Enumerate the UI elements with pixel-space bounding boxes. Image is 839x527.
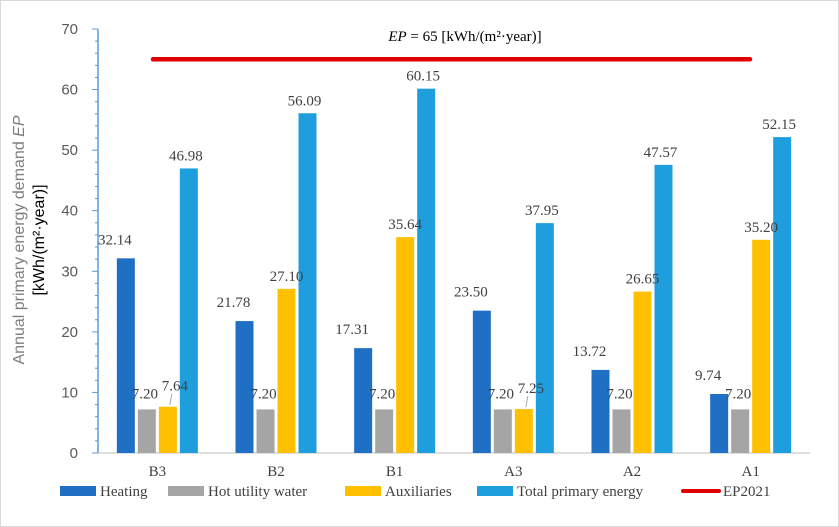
bar-heating xyxy=(710,394,729,453)
x-tick-label: B2 xyxy=(267,464,285,480)
annotation-text: EP = 65 [kWh/(m²·year)] xyxy=(387,29,541,45)
data-label: 13.72 xyxy=(573,344,607,360)
legend-swatch xyxy=(168,486,204,496)
bar-total-primary-energy xyxy=(654,164,673,454)
bar-heating xyxy=(591,369,610,453)
data-label: 7.20 xyxy=(725,386,751,402)
bar-auxiliaries xyxy=(277,288,296,453)
legend: Heating Hot utility water Auxiliaries Total… xyxy=(60,484,771,500)
bar-auxiliaries xyxy=(158,406,177,453)
x-tick-label: A3 xyxy=(504,464,522,480)
bar-total-primary-energy xyxy=(417,88,436,454)
legend-label: Hot utility water xyxy=(208,484,307,500)
bar-heating xyxy=(116,258,135,453)
data-label: 37.95 xyxy=(525,203,559,219)
x-axis: B3 B2 B1 A3 A2 A1 xyxy=(98,452,810,480)
bar-hot-utility-water xyxy=(375,409,394,453)
x-tick-label: A2 xyxy=(623,464,641,480)
legend-label: Total primary energy xyxy=(517,484,644,500)
data-label: 7.20 xyxy=(132,386,158,402)
data-label: 32.14 xyxy=(98,232,132,248)
y-axis-title: Annual primary energy demand EP [kWh/(m²… xyxy=(11,115,48,364)
y-tick-label: 60 xyxy=(61,82,78,99)
legend-swatch xyxy=(60,486,96,496)
data-label: 7.20 xyxy=(606,386,632,402)
data-label: 17.31 xyxy=(335,322,369,338)
bar-auxiliaries xyxy=(633,291,652,453)
data-labels: 32.147.20 7.6446.9821.787.2027.1056.0917.… xyxy=(98,69,796,408)
y-tick-label: 30 xyxy=(61,263,78,280)
legend-label: EP2021 xyxy=(723,484,771,500)
legend-swatch xyxy=(477,486,513,496)
data-label-leader xyxy=(169,393,173,405)
y-tick-label: 40 xyxy=(61,203,78,220)
data-label: 26.65 xyxy=(626,272,660,288)
bar-total-primary-energy xyxy=(298,113,317,454)
svg-text:Annual primary energy demand E: Annual primary energy demand EP xyxy=(11,115,28,364)
bar-hot-utility-water xyxy=(256,409,275,453)
data-label: 47.57 xyxy=(644,145,678,161)
data-label: 35.20 xyxy=(744,220,778,236)
data-label: 35.64 xyxy=(388,217,422,233)
bar-heating xyxy=(235,321,254,453)
svg-text:[kWh/(m²·year)]: [kWh/(m²·year)] xyxy=(31,184,48,295)
bar-heating xyxy=(354,348,373,453)
data-label: 56.09 xyxy=(288,93,322,109)
data-label: 52.15 xyxy=(762,117,796,133)
bar-hot-utility-water xyxy=(137,409,156,453)
data-label: 7.20 xyxy=(488,386,514,402)
data-label: 60.15 xyxy=(406,69,440,85)
x-tick-label: B3 xyxy=(149,464,167,480)
data-label: 23.50 xyxy=(454,285,488,301)
data-label: 7.25 xyxy=(518,381,544,397)
bars xyxy=(116,88,792,454)
x-tick-label: A1 xyxy=(741,464,759,480)
data-label: 7.20 xyxy=(369,386,395,402)
data-label: 7.64 xyxy=(162,379,189,395)
bar-hot-utility-water xyxy=(731,409,750,453)
bar-total-primary-energy xyxy=(535,223,554,453)
bar-total-primary-energy xyxy=(773,137,792,453)
legend-label: Heating xyxy=(100,484,148,500)
x-tick-label: B1 xyxy=(386,464,404,480)
bar-auxiliaries xyxy=(514,409,533,453)
data-label: 21.78 xyxy=(217,295,251,311)
y-tick-label: 70 xyxy=(61,21,78,38)
y-tick-label: 10 xyxy=(61,384,78,401)
data-label: 7.20 xyxy=(250,386,276,402)
y-axis: 0 10 20 30 40 50 60 70 xyxy=(61,21,99,462)
bar-hot-utility-water xyxy=(493,409,512,453)
bar-total-primary-energy xyxy=(179,168,198,453)
legend-label: Auxiliaries xyxy=(385,484,452,500)
data-label: 46.98 xyxy=(169,148,203,164)
y-tick-label: 0 xyxy=(70,445,78,462)
data-label: 9.74 xyxy=(695,368,722,384)
bar-auxiliaries xyxy=(752,239,771,453)
data-label: 27.10 xyxy=(270,269,304,285)
y-tick-label: 20 xyxy=(61,324,78,341)
y-tick-label: 50 xyxy=(61,142,78,159)
bar-auxiliaries xyxy=(396,237,415,453)
bar-heating xyxy=(472,310,491,453)
data-label-leader xyxy=(525,395,529,408)
bar-hot-utility-water xyxy=(612,409,631,453)
legend-swatch xyxy=(345,486,381,496)
